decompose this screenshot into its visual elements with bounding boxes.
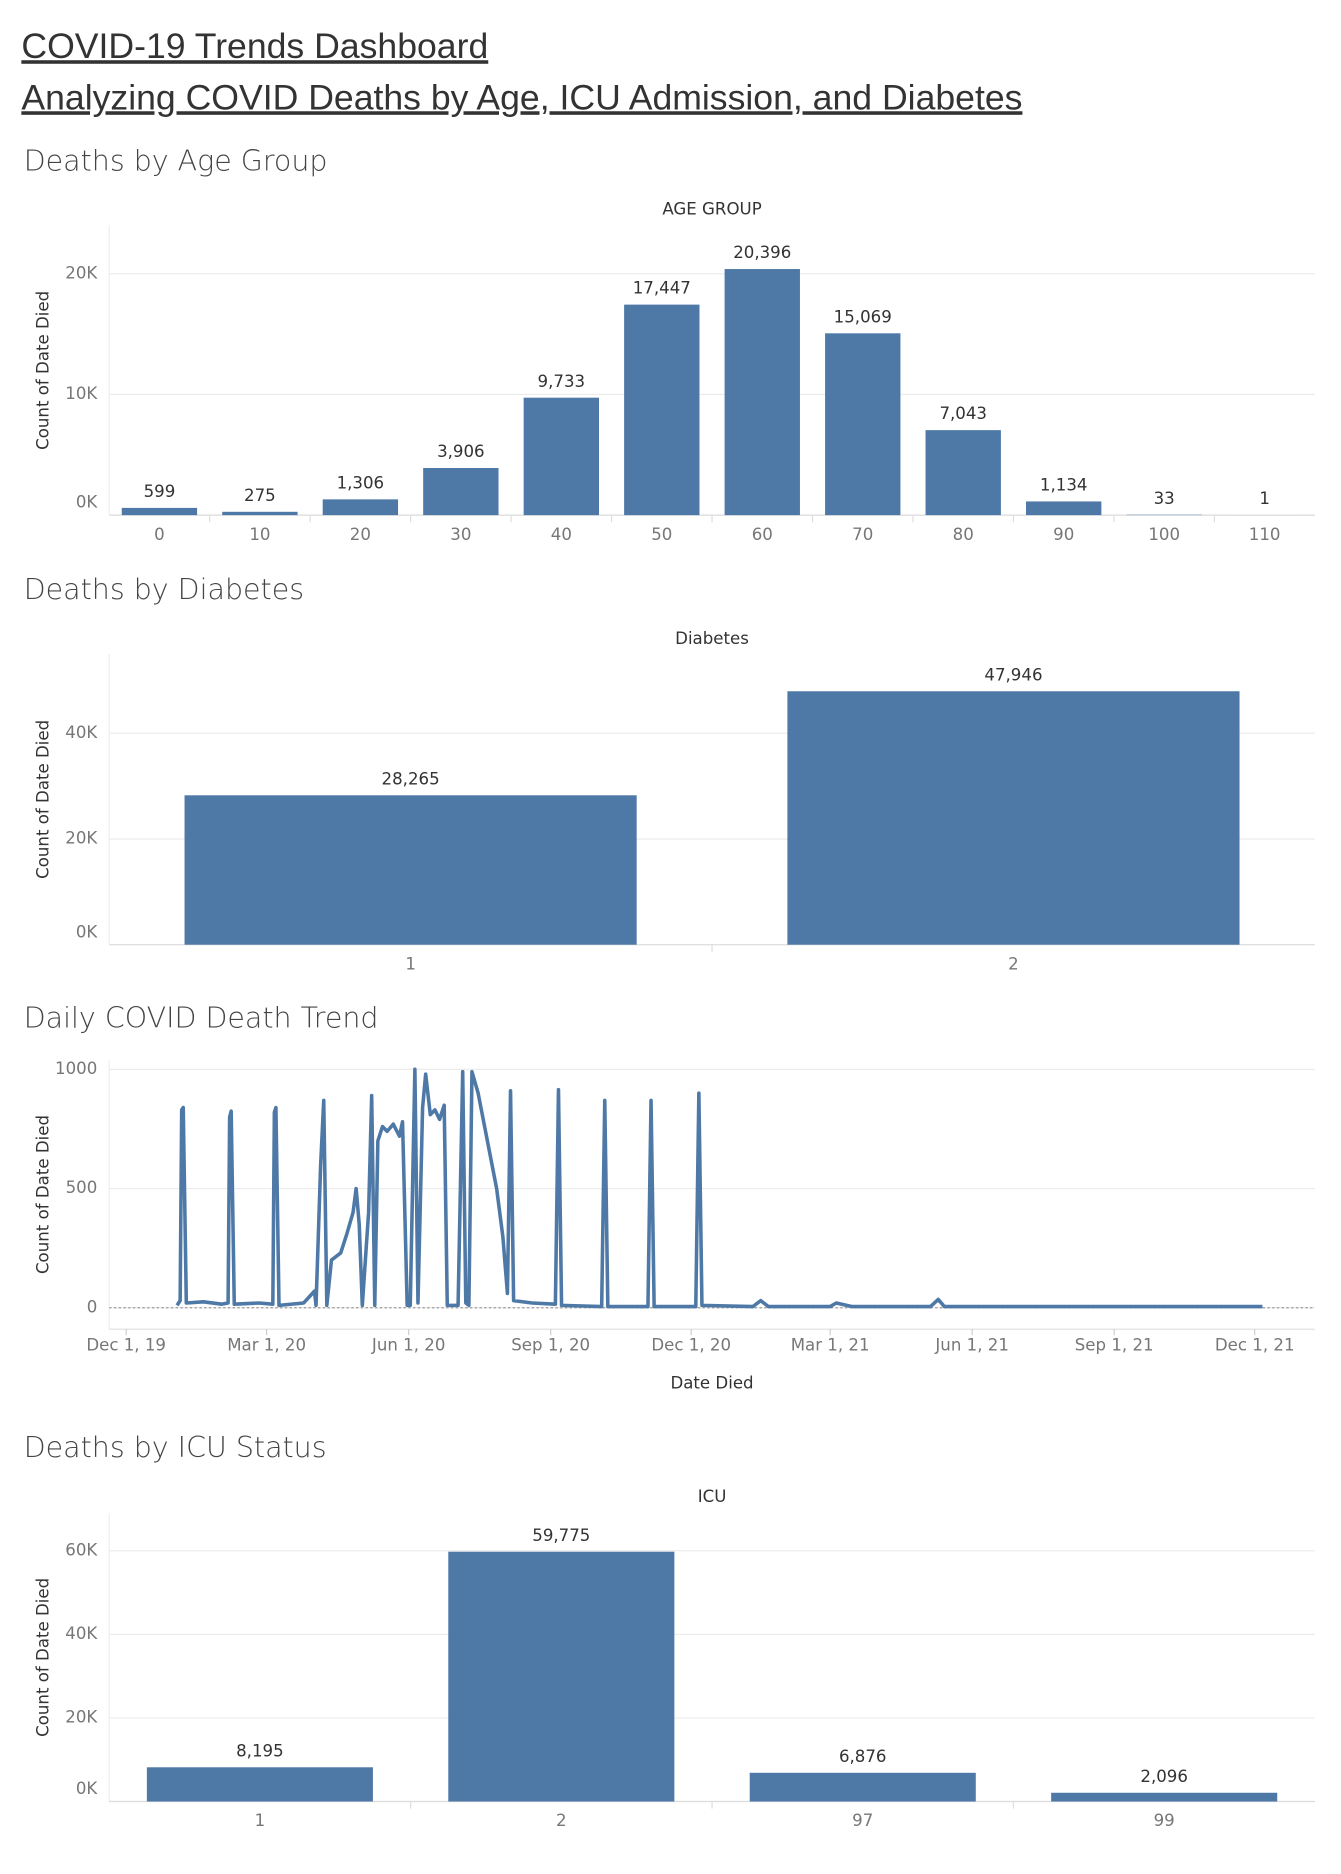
x-tick-label: 97 [852,1811,873,1830]
bar [523,397,599,516]
data-label: 6,876 [839,1747,887,1766]
y-tick-label: 20K [65,1707,98,1726]
data-label: 15,069 [834,307,892,326]
data-label: 1,306 [337,473,385,492]
y-tick-label: 0 [87,1297,98,1316]
y-axis-label: Count of Date Died [33,720,52,879]
x-tick-label: 0 [154,525,165,544]
bar [624,304,700,516]
x-tick-label: 99 [1154,1811,1175,1830]
x-tick-label: Mar 1, 21 [791,1335,870,1354]
data-label: 33 [1154,489,1175,508]
x-tick-label: Dec 1, 19 [86,1335,166,1354]
section-title: Deaths by Diabetes [24,573,304,606]
y-tick-label: 500 [66,1178,98,1197]
y-tick-label: 0K [76,1779,99,1798]
y-tick-label: 40K [65,723,98,742]
data-label: 7,043 [939,404,987,423]
section-title: Daily COVID Death Trend [24,1001,379,1034]
x-axis-label: AGE GROUP [662,200,761,219]
x-tick-label: 90 [1053,525,1074,544]
bar [925,430,1001,516]
x-tick-label: 1 [255,1811,266,1830]
data-label: 8,195 [236,1741,284,1760]
x-tick-label: 1 [405,954,416,973]
bar [423,467,499,516]
trend-line [175,1067,1263,1309]
x-tick-label: 40 [551,525,572,544]
x-axis-label: Diabetes [675,629,749,648]
x-axis-label: Date Died [670,1373,753,1392]
bar [1051,1792,1278,1802]
x-tick-label: 50 [651,525,672,544]
y-tick-label: 0K [76,922,99,941]
bar [724,269,800,516]
x-tick-label: Dec 1, 21 [1215,1335,1295,1354]
x-tick-label: 20 [350,525,371,544]
bar [121,507,198,516]
x-tick-label: 2 [1008,954,1019,973]
bar [322,499,399,516]
y-tick-label: 10K [65,384,98,403]
x-tick-label: 70 [852,525,873,544]
data-label: 17,447 [633,279,691,298]
data-label: 1 [1259,489,1270,508]
data-label: 1,134 [1040,476,1088,495]
y-tick-label: 40K [65,1624,98,1643]
y-tick-label: 0K [76,493,99,512]
x-tick-label: Dec 1, 20 [651,1335,731,1354]
data-label: 20,396 [733,243,791,262]
x-tick-label: 100 [1148,525,1180,544]
data-label: 275 [244,486,276,505]
data-label: 59,775 [532,1526,590,1545]
y-tick-label: 1000 [55,1059,97,1078]
bar [825,333,901,516]
bar [184,795,637,945]
x-tick-label: 2 [556,1811,567,1830]
bar [749,1772,976,1802]
data-label: 2,096 [1140,1767,1188,1786]
y-tick-label: 20K [65,263,98,282]
bar [448,1551,675,1802]
y-axis-label: Count of Date Died [33,291,52,450]
bar [222,511,298,516]
x-tick-label: Mar 1, 20 [227,1335,306,1354]
x-tick-label: 80 [953,525,974,544]
dashboard-subtitle: Analyzing COVID Deaths by Age, ICU Admis… [21,77,1022,117]
x-tick-label: 10 [249,525,270,544]
x-tick-label: 60 [752,525,773,544]
data-label: 9,733 [538,372,586,391]
y-tick-label: 60K [65,1540,98,1559]
x-tick-label: 30 [450,525,471,544]
y-axis-label: Count of Date Died [33,1115,52,1274]
bar [787,691,1240,945]
x-tick-label: Jun 1, 20 [371,1335,446,1354]
section-title: Deaths by Age Group [24,145,328,178]
x-tick-label: 110 [1249,525,1281,544]
data-label: 3,906 [437,442,485,461]
bar [1026,501,1102,516]
bar [146,1767,373,1802]
y-tick-label: 20K [65,828,98,847]
data-label: 47,946 [984,665,1042,684]
dashboard-title: COVID-19 Trends Dashboard [21,26,488,66]
x-tick-label: Sep 1, 20 [511,1335,590,1354]
section-title: Deaths by ICU Status [24,1431,327,1464]
y-axis-label: Count of Date Died [33,1578,52,1737]
x-tick-label: Jun 1, 21 [934,1335,1009,1354]
data-label: 28,265 [382,769,440,788]
data-label: 599 [144,482,176,501]
x-tick-label: Sep 1, 21 [1075,1335,1154,1354]
x-axis-label: ICU [698,1487,727,1506]
